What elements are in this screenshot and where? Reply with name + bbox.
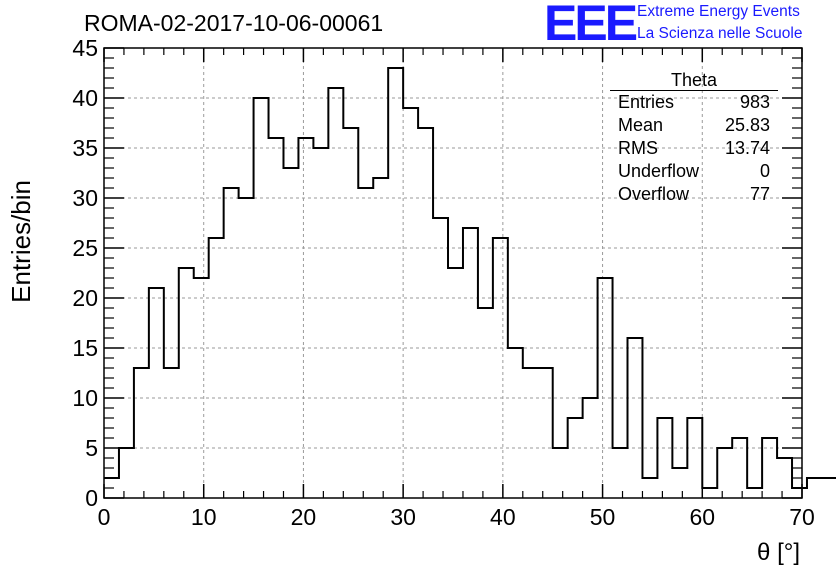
- histogram-bin: [298, 138, 313, 498]
- histogram-bin: [613, 448, 628, 498]
- histogram-bin: [433, 218, 448, 498]
- x-tick-label: 40: [490, 504, 516, 530]
- axis-ticks: [103, 47, 803, 499]
- stats-label: Underflow: [618, 161, 700, 181]
- stats-row: Entries 983: [610, 91, 778, 114]
- histogram-bin: [149, 288, 164, 498]
- y-tick-label: 30: [72, 185, 98, 211]
- stats-row: Underflow 0: [610, 160, 778, 183]
- stats-value: 983: [739, 92, 770, 112]
- histogram-bin: [807, 478, 822, 498]
- histogram-bin: [657, 418, 672, 498]
- histogram-bin: [508, 348, 523, 498]
- histogram-bin: [343, 128, 358, 498]
- histogram-bin: [642, 478, 657, 498]
- grid-lines: [104, 48, 802, 498]
- histogram-bin: [119, 448, 134, 498]
- histogram-bin: [358, 188, 373, 498]
- stats-title: Theta: [610, 70, 778, 91]
- stats-box: Theta Entries 983 Mean 25.83 RMS 13.74 Underfl…: [610, 70, 778, 206]
- histogram-bin: [568, 418, 583, 498]
- stats-row: Mean 25.83: [610, 114, 778, 137]
- stats-row: RMS 13.74: [610, 137, 778, 160]
- x-tick-label: 60: [689, 504, 715, 530]
- histogram-bin: [583, 398, 598, 498]
- histogram-bin: [209, 238, 224, 498]
- y-axis-label: Entries/bin: [6, 180, 36, 303]
- histogram-bin: [762, 438, 777, 498]
- histogram-bin: [732, 438, 747, 498]
- stats-label: Overflow: [618, 184, 690, 204]
- y-tick-labels: 0 5 10 15 20 25 30 35 40 45: [72, 35, 98, 511]
- stats-value: 0: [759, 161, 770, 181]
- stats-value: 25.83: [724, 115, 770, 135]
- chart-title: ROMA-02-2017-10-06-00061: [84, 10, 384, 36]
- stats-value: 77: [749, 184, 770, 204]
- y-tick-label: 35: [72, 135, 98, 161]
- histogram-bin: [313, 148, 328, 498]
- logo-line-1: Extreme Energy Events: [637, 3, 800, 20]
- histogram-line: [104, 67, 836, 489]
- histogram-bin: [328, 88, 343, 498]
- histogram-bin: [628, 338, 643, 498]
- histogram-bin: [194, 278, 209, 498]
- stats-value: 13.74: [724, 138, 770, 158]
- plot-frame: [103, 47, 803, 499]
- histogram-bin: [717, 448, 732, 498]
- y-tick-label: 0: [85, 485, 98, 511]
- histogram-bin: [388, 68, 403, 498]
- y-tick-label: 25: [72, 235, 98, 261]
- histogram-bin: [269, 138, 284, 498]
- histogram-bin: [598, 278, 613, 498]
- histogram-bin: [418, 128, 433, 498]
- histogram-bin: [463, 228, 478, 498]
- y-tick-label: 10: [72, 385, 98, 411]
- x-tick-label: 20: [291, 504, 317, 530]
- histogram-bin: [747, 488, 762, 498]
- stats-label: Entries: [618, 92, 675, 112]
- histogram-bin: [822, 478, 836, 498]
- logo-line-2: La Scienza nelle Scuole: [637, 25, 803, 42]
- histogram-bin: [254, 98, 269, 498]
- x-tick-labels: 0 10 20 30 40 50 60 70: [98, 504, 815, 530]
- histogram-bin: [224, 188, 239, 498]
- y-tick-label: 45: [72, 35, 98, 61]
- histogram-bin: [792, 488, 807, 498]
- y-tick-label: 40: [72, 85, 98, 111]
- histogram-bin: [553, 448, 568, 498]
- histogram-bin: [134, 368, 149, 498]
- eee-logo: EEE: [544, 0, 638, 51]
- x-tick-label: 10: [191, 504, 217, 530]
- histogram-bin: [448, 268, 463, 498]
- stats-rows: Entries 983 Mean 25.83 RMS 13.74 Underflow 0 Ove…: [610, 91, 778, 206]
- x-tick-label: 70: [789, 504, 815, 530]
- stats-row: Overflow 77: [610, 183, 778, 206]
- histogram-bin: [373, 178, 388, 498]
- histogram-bin: [702, 488, 717, 498]
- histogram-bin: [478, 308, 493, 498]
- histogram-bin: [403, 108, 418, 498]
- histogram-bin: [493, 238, 508, 498]
- x-tick-label: 50: [590, 504, 616, 530]
- histogram-bin: [687, 418, 702, 498]
- histogram-bin: [538, 368, 553, 498]
- x-tick-label: 0: [98, 504, 111, 530]
- histogram-bin: [283, 168, 298, 498]
- x-axis-label: θ [°]: [757, 539, 800, 566]
- x-tick-label: 30: [390, 504, 416, 530]
- y-tick-label: 20: [72, 285, 98, 311]
- stats-label: RMS: [618, 138, 658, 158]
- histogram-bin: [777, 458, 792, 498]
- y-tick-label: 15: [72, 335, 98, 361]
- histogram-bin: [179, 268, 194, 498]
- histogram-bin: [523, 368, 538, 498]
- y-tick-label: 5: [85, 435, 98, 461]
- histogram-bin: [164, 368, 179, 498]
- histogram-bin: [672, 468, 687, 498]
- histogram-bin: [239, 198, 254, 498]
- stats-label: Mean: [618, 115, 664, 135]
